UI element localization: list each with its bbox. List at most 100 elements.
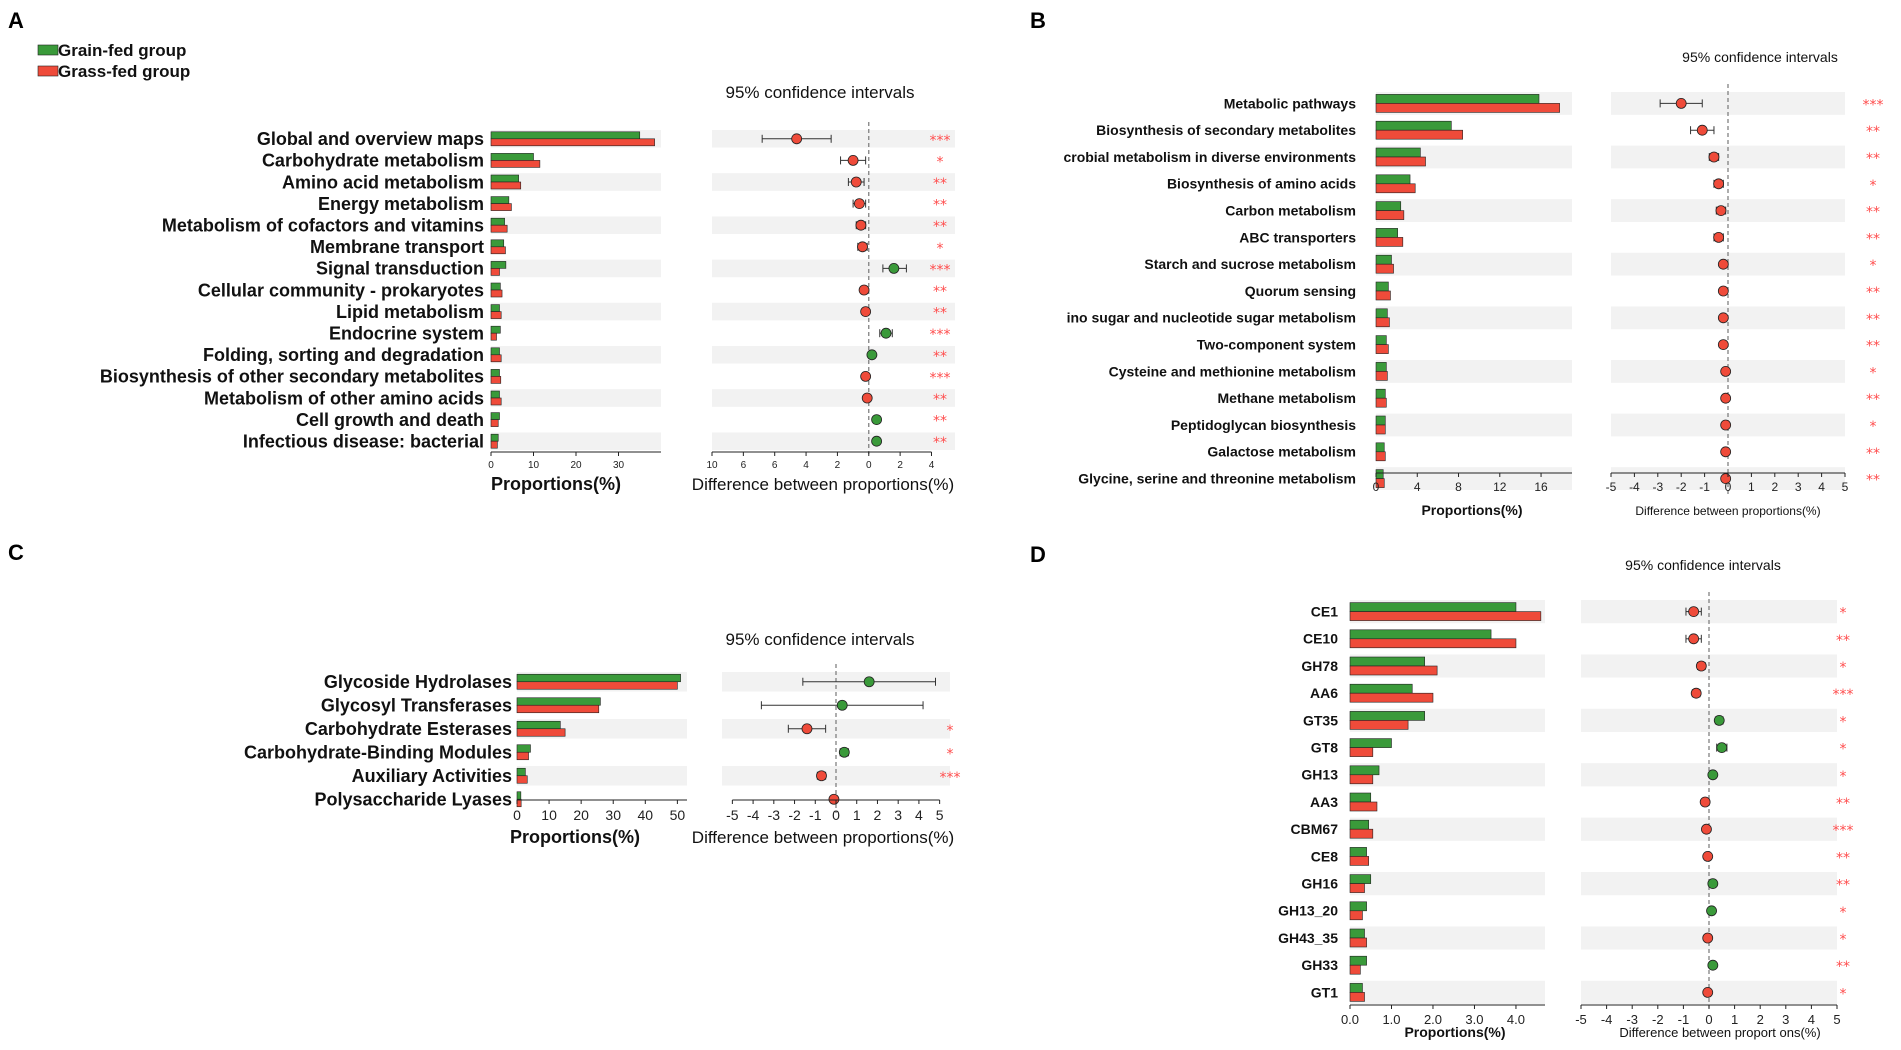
bar-grain [1350, 739, 1391, 748]
category-label: Glycosyl Transferases [321, 696, 512, 716]
category-label: Carbon metabolism [1225, 203, 1356, 219]
prop-tick-label: 12 [1493, 480, 1507, 494]
diff-point [1721, 447, 1731, 457]
panel-letter-a: A [8, 8, 24, 33]
category-label: GH43_35 [1278, 930, 1338, 946]
diff-point [1691, 688, 1701, 698]
legend-swatch-grass [38, 66, 58, 76]
bar-grain [1350, 684, 1412, 693]
prop-tick-label: 20 [570, 460, 582, 471]
bar-grain [1350, 875, 1371, 884]
diff-point [881, 328, 891, 338]
bar-grain [1376, 148, 1420, 157]
bar-grain [491, 283, 500, 290]
diff-point [1707, 906, 1717, 916]
significance-mark: ** [933, 198, 947, 214]
bar-grain [1350, 902, 1367, 911]
category-label: ino sugar and nucleotide sugar metabolis… [1067, 310, 1356, 326]
bar-grain [1350, 711, 1425, 720]
diff-tick-label: -5 [1575, 1012, 1587, 1027]
diff-tick-label: 0 [832, 807, 840, 823]
bar-grain [491, 369, 500, 376]
bar-grain [491, 132, 640, 139]
diff-tick-label: -3 [1652, 480, 1663, 494]
diff-tick-label: 4 [803, 460, 809, 471]
row-stripe-prop [1350, 872, 1545, 895]
diff-tick-label: -3 [768, 807, 781, 823]
diff-point [1708, 879, 1718, 889]
bar-grain [491, 240, 504, 247]
prop-tick-label: 10 [541, 807, 557, 823]
bar-grass [1376, 130, 1463, 139]
bar-grain [1350, 657, 1425, 666]
diff-point [867, 350, 877, 360]
panel-letter-b: B [1030, 8, 1046, 33]
bar-grass [491, 398, 501, 405]
prop-tick-label: 0 [1373, 480, 1380, 494]
category-label: ABC transporters [1239, 229, 1356, 245]
category-label: Metabolic pathways [1224, 95, 1356, 111]
prop-tick-label: 30 [605, 807, 621, 823]
diff-tick-label: 0 [866, 460, 872, 471]
row-stripe-diff [712, 432, 955, 450]
diff-point [1717, 743, 1727, 753]
bar-grass [491, 204, 511, 211]
prop-axis-title: Proportions(%) [510, 827, 640, 847]
bar-grain [517, 674, 681, 682]
prop-tick-label: 4 [1414, 480, 1421, 494]
category-label: Carbohydrate-Binding Modules [244, 743, 512, 763]
diff-point [1696, 661, 1706, 671]
diff-point [872, 415, 882, 425]
category-label: Carbohydrate metabolism [262, 151, 484, 171]
row-stripe-prop [491, 389, 661, 407]
prop-tick-label: 10 [528, 460, 540, 471]
significance-mark: *** [930, 327, 951, 343]
prop-tick-label: 50 [670, 807, 686, 823]
diff-tick-label: -4 [1629, 480, 1640, 494]
category-label: Energy metabolism [318, 194, 484, 214]
significance-mark: ** [933, 306, 947, 322]
category-label: Starch and sucrose metabolism [1144, 256, 1356, 272]
row-stripe-prop [1350, 981, 1545, 1004]
bar-grass [1376, 237, 1403, 246]
significance-mark: * [1840, 714, 1847, 730]
bar-grass [1376, 452, 1385, 461]
bar-grain [1376, 282, 1388, 291]
bar-grass [1350, 992, 1365, 1001]
bar-grain [1376, 389, 1385, 398]
bar-grain [1376, 228, 1398, 237]
row-stripe-diff [722, 766, 950, 786]
row-stripe-diff [712, 216, 955, 234]
bar-grain [1376, 470, 1383, 479]
diff-point [864, 677, 874, 687]
bar-grass [1350, 693, 1433, 702]
diff-point [1714, 715, 1724, 725]
bar-grain [1350, 820, 1369, 829]
row-stripe-diff [712, 260, 955, 278]
diff-tick-label: 4 [1818, 480, 1825, 494]
bar-grain [1376, 255, 1391, 264]
diff-point [862, 393, 872, 403]
category-label: Methane metabolism [1218, 390, 1356, 406]
bar-grass [1350, 639, 1516, 648]
significance-mark: ** [1836, 796, 1850, 812]
category-label: GH13_20 [1278, 903, 1338, 919]
bar-grain [517, 721, 560, 729]
category-label: GT8 [1311, 740, 1338, 756]
bar-grain [491, 348, 500, 355]
diff-tick-label: 3 [1795, 480, 1802, 494]
diff-tick-label: -2 [1676, 480, 1687, 494]
bar-grass [1350, 775, 1373, 784]
bar-grass [1376, 184, 1415, 193]
diff-tick-label: -2 [788, 807, 801, 823]
bar-grass [1350, 965, 1360, 974]
bar-grain [491, 434, 498, 441]
prop-tick-label: 30 [613, 460, 625, 471]
bar-grass [491, 139, 655, 146]
prop-tick-label: 0.0 [1341, 1012, 1359, 1027]
diff-point [1716, 206, 1726, 216]
bar-grain [491, 326, 500, 333]
diff-tick-label: -4 [1601, 1012, 1613, 1027]
category-label: CBM67 [1291, 821, 1339, 837]
diff-tick-label: 2 [835, 460, 841, 471]
